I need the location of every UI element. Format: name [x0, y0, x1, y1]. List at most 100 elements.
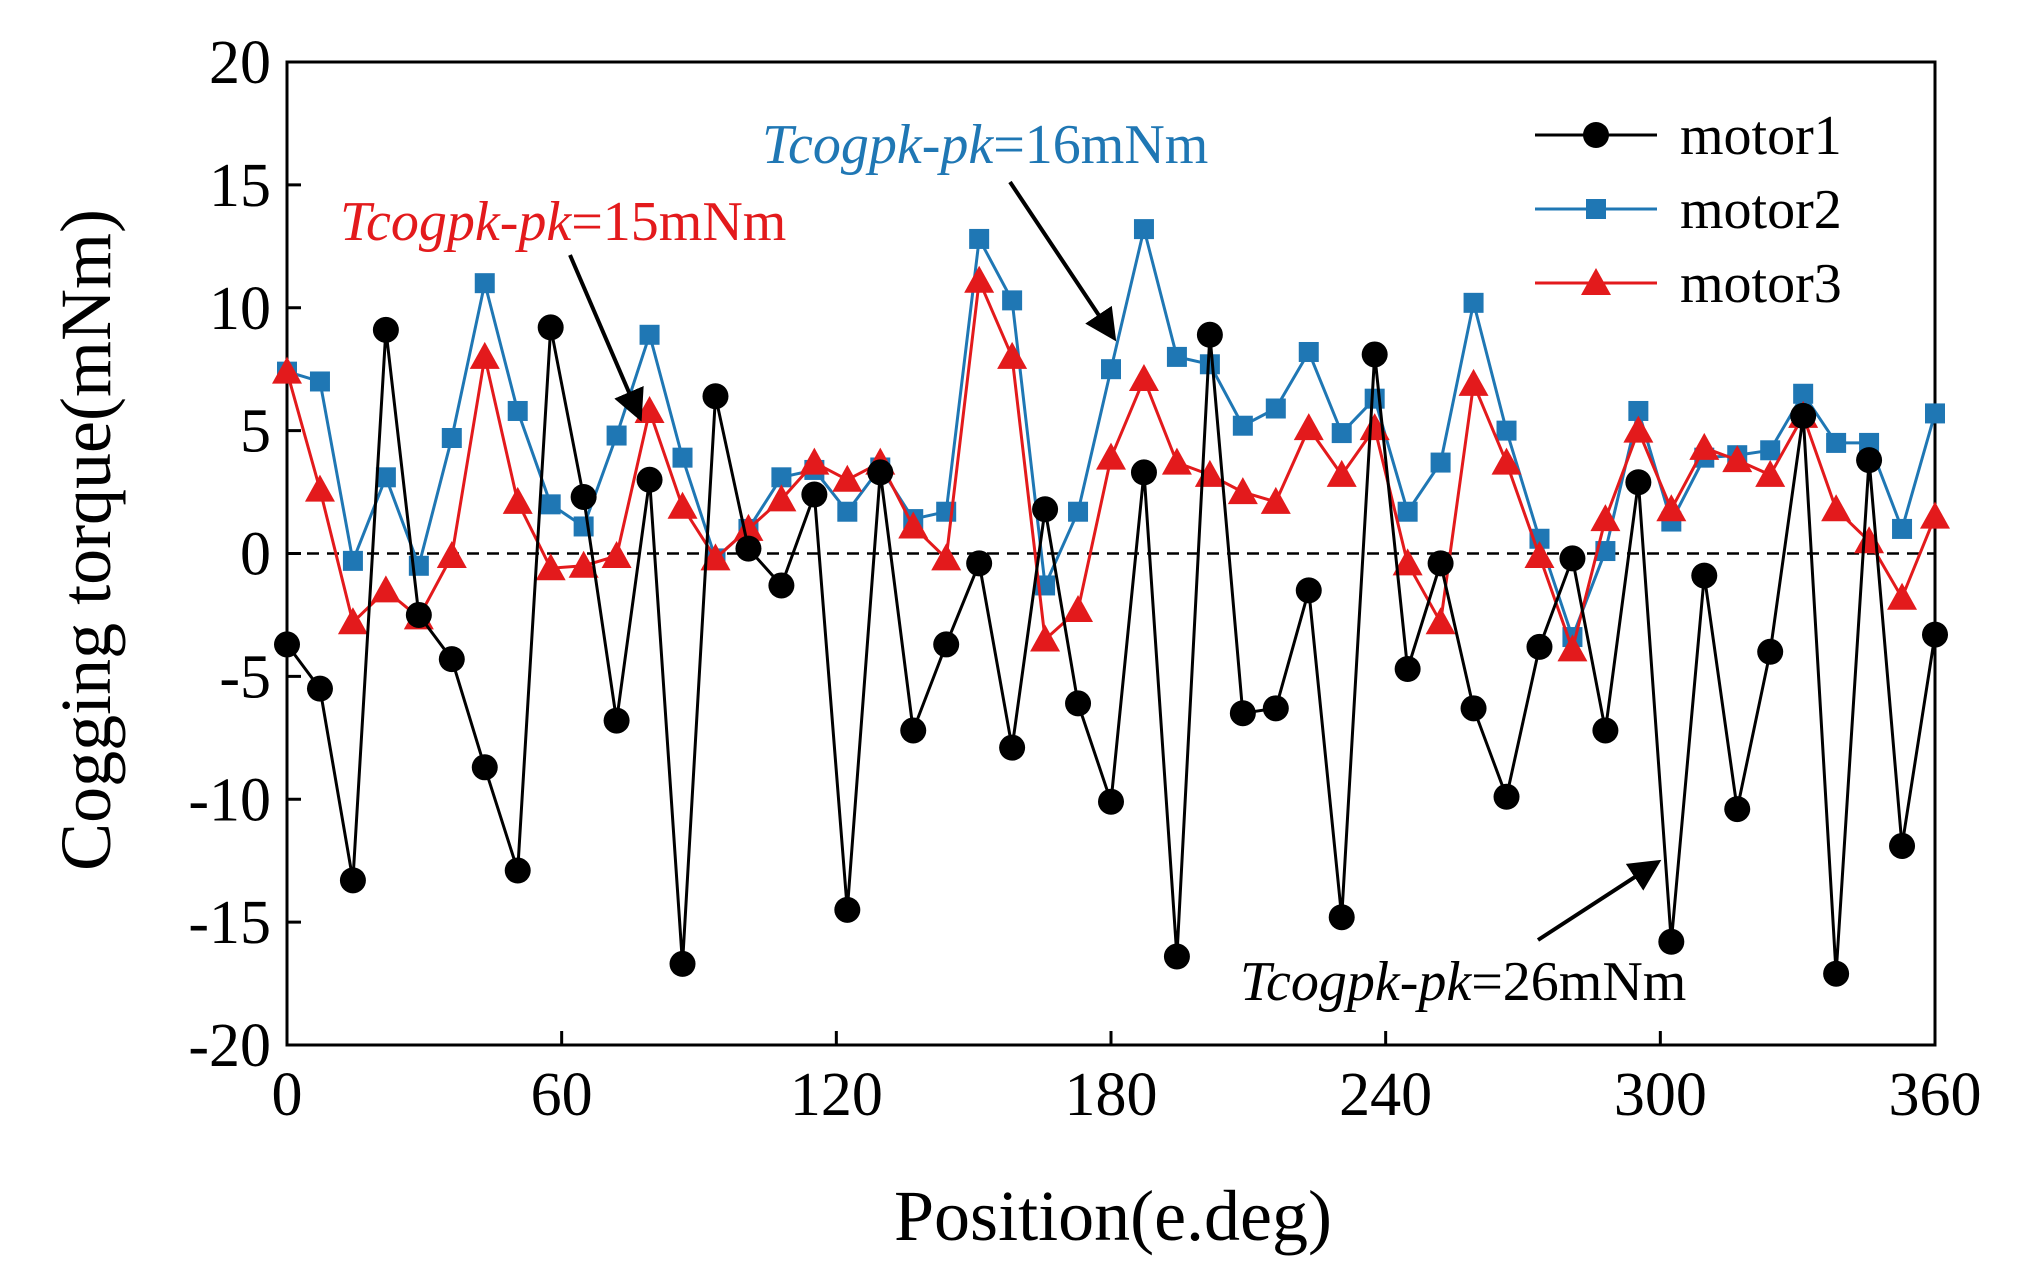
data-point-motor3: [469, 341, 500, 369]
data-point-motor1: [669, 950, 696, 977]
data-point-motor1: [1229, 700, 1256, 727]
data-point-motor2: [540, 494, 561, 515]
data-point-motor3: [799, 447, 830, 475]
data-point-motor1: [1922, 621, 1948, 648]
data-point-motor1: [1130, 459, 1157, 486]
data-point-motor1: [735, 535, 762, 562]
x-tick-label: 60: [531, 1061, 593, 1129]
legend-marker: [1581, 268, 1611, 295]
data-point-motor2: [1265, 398, 1286, 419]
annotation-motor2-text: Tcogpk-pk=16mNm: [762, 114, 1208, 176]
data-point-motor1: [1098, 788, 1124, 815]
data-point-motor3: [1227, 477, 1258, 505]
data-point-motor2: [1364, 388, 1385, 409]
data-point-motor2: [1199, 354, 1220, 375]
data-point-motor2: [1760, 440, 1781, 461]
data-point-motor2: [1166, 346, 1187, 367]
data-point-motor1: [405, 601, 432, 628]
annotation-motor3-arrow: [568, 254, 644, 422]
data-point-motor1: [867, 459, 894, 486]
data-point-motor1: [1065, 690, 1092, 717]
data-point-motor1: [1856, 447, 1883, 474]
data-point-motor2: [1595, 541, 1616, 562]
data-point-motor3: [766, 484, 797, 512]
data-point-motor3: [931, 543, 962, 571]
data-point-motor1: [471, 754, 498, 781]
data-point-motor1: [570, 483, 597, 510]
data-point-motor1: [603, 707, 630, 734]
y-tick-label: 0: [240, 521, 271, 589]
data-point-motor3: [535, 553, 566, 581]
data-point-motor3: [1656, 494, 1687, 522]
data-point-motor1: [1427, 550, 1454, 577]
data-point-motor2: [1925, 403, 1945, 424]
y-axis-title: Cogging torque(mNm): [46, 209, 126, 871]
data-point-motor2: [771, 467, 792, 488]
data-point-motor3: [304, 474, 335, 502]
data-point-motor1: [306, 675, 333, 702]
data-point-motor2: [1068, 501, 1089, 522]
y-tick-label: -15: [188, 889, 271, 957]
data-point-motor2: [1002, 290, 1023, 311]
data-point-motor1: [768, 572, 795, 599]
data-point-motor3: [1096, 442, 1126, 470]
data-point-motor2: [1232, 415, 1253, 436]
data-point-motor1: [1823, 960, 1850, 987]
data-point-motor2: [639, 324, 660, 345]
data-point-motor3: [1524, 540, 1555, 568]
data-point-motor1: [801, 481, 828, 508]
data-point-motor3: [1821, 494, 1852, 522]
data-point-motor1: [1394, 656, 1421, 683]
annotation-motor1: Tcogpk-pk=26mNm: [1240, 859, 1686, 1013]
data-point-motor3: [832, 464, 863, 492]
y-tick-label: -5: [219, 643, 271, 711]
data-point-motor1: [1163, 943, 1190, 970]
data-point-motor3: [1458, 368, 1489, 396]
data-point-motor1: [372, 316, 399, 343]
legend-label: motor2: [1680, 179, 1842, 241]
data-point-motor3: [964, 265, 995, 293]
data-point-motor2: [1331, 423, 1352, 444]
data-point-motor3: [272, 356, 302, 384]
legend-item-motor2: motor2: [1535, 179, 1842, 241]
data-point-motor3: [502, 486, 533, 514]
annotation-motor2-arrow: [1008, 180, 1117, 342]
data-point-motor3: [667, 491, 698, 519]
data-point-motor1: [702, 383, 729, 410]
data-point-motor1: [900, 717, 927, 744]
y-tick-label: -20: [188, 1012, 271, 1080]
data-point-motor1: [537, 314, 564, 341]
data-point-motor3: [601, 540, 632, 568]
data-point-motor3: [436, 540, 467, 568]
data-point-motor3: [733, 513, 764, 541]
legend-label: motor1: [1680, 105, 1842, 167]
legend: motor1 motor2 motor3: [1535, 105, 1842, 315]
annotation-motor2: Tcogpk-pk=16mNm: [762, 114, 1208, 342]
data-point-motor3: [1887, 582, 1918, 610]
data-point-motor3: [1590, 504, 1621, 532]
data-point-motor2: [1826, 432, 1847, 453]
data-point-motor2: [837, 501, 858, 522]
series-layer: [272, 219, 1950, 987]
data-point-motor2: [507, 400, 528, 421]
data-point-motor2: [441, 427, 462, 448]
x-tick-label: 180: [1065, 1061, 1158, 1129]
data-point-motor3: [1392, 548, 1423, 576]
data-point-motor3: [1293, 413, 1324, 441]
data-point-motor3: [1260, 486, 1291, 514]
data-point-motor3: [1030, 624, 1061, 652]
data-point-motor1: [1790, 402, 1817, 429]
y-tick-label: 5: [240, 398, 271, 466]
data-point-motor2: [342, 550, 363, 571]
data-point-motor3: [1722, 445, 1753, 473]
data-point-motor1: [966, 550, 993, 577]
legend-marker: [1583, 122, 1609, 148]
data-point-motor2: [969, 228, 990, 249]
data-point-motor1: [1460, 695, 1487, 722]
data-point-motor2: [1793, 383, 1814, 404]
data-point-motor1: [636, 466, 663, 493]
data-point-motor1: [1526, 633, 1553, 660]
legend-item-motor1: motor1: [1535, 105, 1842, 167]
annotation-motor2-value: =16mNm: [993, 114, 1208, 176]
annotation-motor3-value: =15mNm: [571, 191, 786, 253]
